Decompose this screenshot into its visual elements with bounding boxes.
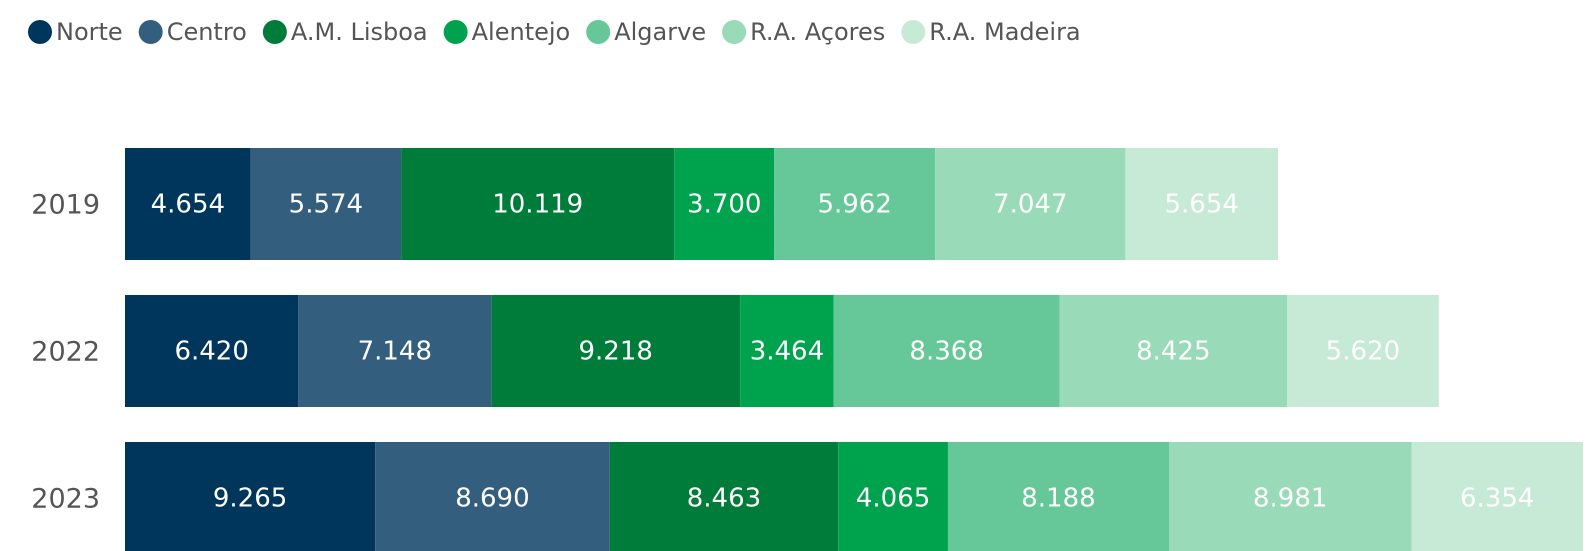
bar-segment [774,148,936,260]
data-label: 6.420 [174,337,248,367]
data-label: 9.218 [579,337,653,367]
category-label: 2023 [31,484,100,515]
legend-marker [28,20,52,44]
data-label: 5.654 [1165,190,1239,220]
data-label: 7.047 [993,190,1067,220]
data-label: 8.368 [909,337,983,367]
data-label: 10.119 [492,190,583,220]
legend-label: Algarve [614,18,706,46]
bar-segment [125,148,251,260]
legend-marker [262,20,287,44]
legend-label: R.A. Açores [750,18,885,46]
data-label: 8.463 [687,484,761,514]
bar-segment [491,295,741,407]
bar-segment [740,295,834,407]
bar-segment [250,148,402,260]
bar-segment [1125,148,1279,260]
bar-segment [375,442,610,551]
data-label: 5.574 [289,190,363,220]
data-label: 5.962 [817,190,891,220]
data-label: 9.265 [213,484,287,514]
legend-marker [722,20,747,44]
data-label: 3.700 [687,190,761,220]
data-label: 5.620 [1326,337,1400,367]
data-label: 8.425 [1136,337,1210,367]
bar-segment [947,442,1170,551]
data-label: 8.981 [1253,484,1327,514]
category-label: 2022 [31,337,100,368]
bar-segment [833,295,1060,407]
bar-segment [609,442,839,551]
data-label: 8.690 [455,484,529,514]
legend-marker [901,20,926,44]
bar-segment [401,148,675,260]
bar-segment [838,442,948,551]
data-label: 4.065 [856,484,930,514]
legend-marker [586,20,611,44]
bar-segment [125,295,299,407]
legend-label: Norte [56,18,123,46]
bar-segment [1059,295,1288,407]
data-label: 3.464 [750,337,824,367]
legend-marker [443,20,468,44]
category-label: 2019 [31,190,100,221]
bar-segment [1287,295,1439,407]
bar-segment [125,442,376,551]
legend-label: Alentejo [472,18,571,46]
bar-segment [298,295,492,407]
bar-segment [935,148,1126,260]
legend-label: R.A. Madeira [929,18,1080,46]
data-label: 8.188 [1021,484,1095,514]
bar-segment [1169,442,1412,551]
data-label: 4.654 [151,190,225,220]
data-label: 7.148 [358,337,432,367]
bar-segment [1411,442,1583,551]
legend-label: A.M. Lisboa [291,18,428,46]
legend-label: Centro [167,18,247,46]
legend-marker [138,20,163,44]
bar-segment [674,148,775,260]
data-label: 6.354 [1460,484,1534,514]
